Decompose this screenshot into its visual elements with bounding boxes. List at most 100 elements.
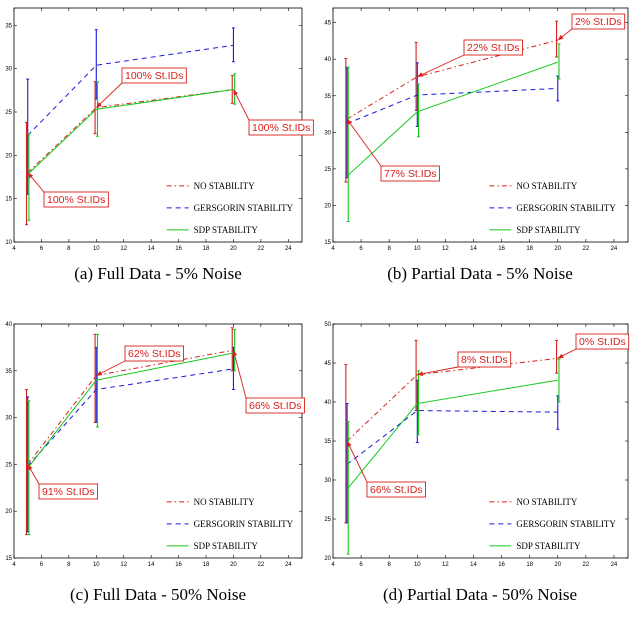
annotation-arrow xyxy=(95,82,123,108)
series-line-sdp xyxy=(346,61,558,177)
x-tick-label: 10 xyxy=(414,246,421,252)
x-tick-label: 24 xyxy=(611,562,618,568)
annotation-label: 2% St.IDs xyxy=(575,16,622,28)
series-line-gersgorin xyxy=(346,87,558,125)
series-line-no-stability xyxy=(346,39,558,120)
annotation-label: 77% St.IDs xyxy=(384,168,437,180)
annotation-box xyxy=(463,39,523,56)
panel-caption: (d) Partial Data - 50% Noise xyxy=(383,585,577,604)
y-tick-label: 20 xyxy=(324,203,331,209)
y-tick-label: 20 xyxy=(5,153,12,159)
chart-panel-4: 4 6 8 10 12 14 16 18 20 22 24 20 25 30 35 40 45 50 NO STAB… xyxy=(324,322,630,568)
chart-panel-1: 4 6 8 10 12 14 16 18 20 22 24 10 15 20 25 30 35 NO STABIL… xyxy=(5,7,314,252)
legend-label-sdp: SDP STABILITY xyxy=(194,541,259,551)
legend-label-no-stability: NO STABILITY xyxy=(516,497,578,507)
y-tick-label: 35 xyxy=(5,369,12,375)
series-line-no-stability xyxy=(27,88,234,174)
legend-label-gersgorin: GERSGORIN STABILITY xyxy=(194,519,294,529)
x-tick-label: 10 xyxy=(414,562,421,568)
y-tick-label: 30 xyxy=(324,130,331,136)
annotation-label: 8% St.IDs xyxy=(461,354,508,366)
legend-label-gersgorin: GERSGORIN STABILITY xyxy=(194,203,294,213)
annotation-arrow xyxy=(346,118,382,167)
y-tick-label: 50 xyxy=(324,322,331,328)
x-tick-label: 8 xyxy=(67,246,71,252)
y-tick-label: 30 xyxy=(324,478,331,484)
x-tick-label: 18 xyxy=(526,246,533,252)
annotation-label: 66% St.IDs xyxy=(370,484,423,496)
annotation-label: 0% St.IDs xyxy=(579,336,626,348)
x-tick-label: 22 xyxy=(583,562,590,568)
plot-frame xyxy=(332,7,629,243)
legend-label-sdp: SDP STABILITY xyxy=(516,225,581,235)
annotation-arrowhead xyxy=(417,371,424,376)
annotation-box xyxy=(575,333,630,350)
x-tick-label: 20 xyxy=(230,562,237,568)
y-tick-label: 40 xyxy=(324,400,331,406)
series-line-gersgorin xyxy=(346,410,558,465)
y-tick-label: 40 xyxy=(324,57,331,63)
annotation-arrowhead xyxy=(347,441,352,447)
x-tick-label: 12 xyxy=(120,246,127,252)
x-tick-label: 24 xyxy=(285,246,292,252)
x-tick-label: 20 xyxy=(554,562,561,568)
y-tick-label: 45 xyxy=(324,361,331,367)
x-tick-label: 20 xyxy=(230,246,237,252)
annotation-arrowhead xyxy=(232,350,238,357)
x-tick-label: 4 xyxy=(12,562,16,568)
annotation-arrowhead xyxy=(27,464,33,471)
annotation-arrow xyxy=(346,440,368,483)
annotation-arrowhead xyxy=(96,370,103,376)
legend-label-sdp: SDP STABILITY xyxy=(194,225,259,235)
annotation-label: 100% St.IDs xyxy=(252,122,310,134)
annotation-arrowhead xyxy=(417,72,424,77)
x-tick-label: 6 xyxy=(359,246,363,252)
y-tick-label: 20 xyxy=(5,509,12,515)
x-tick-label: 8 xyxy=(388,562,392,568)
annotation-label: 62% St.IDs xyxy=(128,348,181,360)
panel-caption: (b) Partial Data - 5% Noise xyxy=(387,264,573,283)
annotation-box xyxy=(380,165,440,182)
annotation-arrowhead xyxy=(27,172,34,179)
y-tick-label: 25 xyxy=(5,462,12,468)
x-tick-label: 4 xyxy=(12,246,16,252)
x-tick-label: 18 xyxy=(203,246,210,252)
annotation-arrowhead xyxy=(233,89,239,96)
plot-frame xyxy=(13,323,303,559)
y-tick-label: 15 xyxy=(324,240,331,246)
annotation-label: 66% St.IDs xyxy=(249,400,302,412)
annotation-arrowhead xyxy=(347,119,353,125)
x-tick-label: 14 xyxy=(470,246,477,252)
annotation-arrowhead xyxy=(557,353,564,359)
annotation-box xyxy=(43,191,109,208)
x-tick-label: 18 xyxy=(526,562,533,568)
x-tick-label: 12 xyxy=(120,562,127,568)
panel-caption: (a) Full Data - 5% Noise xyxy=(74,264,242,283)
y-tick-label: 20 xyxy=(324,556,331,562)
series-line-sdp xyxy=(27,352,234,469)
x-tick-label: 12 xyxy=(442,562,449,568)
annotation-label: 91% St.IDs xyxy=(42,486,95,498)
x-tick-label: 6 xyxy=(40,246,44,252)
x-tick-label: 8 xyxy=(67,562,71,568)
x-tick-label: 14 xyxy=(148,246,155,252)
annotation-label: 100% St.IDs xyxy=(125,70,183,82)
annotation-arrowhead xyxy=(96,102,102,108)
annotation-box xyxy=(121,67,187,84)
chart-panel-2: 4 6 8 10 12 14 16 18 20 22 24 15 20 25 30 35 40 45 NO STAB… xyxy=(324,7,629,252)
x-tick-label: 6 xyxy=(359,562,363,568)
series-line-no-stability xyxy=(346,357,558,442)
x-tick-label: 16 xyxy=(498,562,505,568)
x-tick-label: 14 xyxy=(470,562,477,568)
series-line-gersgorin xyxy=(27,44,234,136)
annotation-box xyxy=(38,483,98,500)
annotation-arrow xyxy=(417,366,459,376)
x-tick-label: 20 xyxy=(554,246,561,252)
series-line-sdp xyxy=(27,88,234,175)
x-tick-label: 24 xyxy=(611,246,618,252)
legend-label-no-stability: NO STABILITY xyxy=(516,181,578,191)
y-tick-label: 15 xyxy=(5,197,12,203)
y-tick-label: 45 xyxy=(324,21,331,27)
legend-label-no-stability: NO STABILITY xyxy=(194,497,256,507)
